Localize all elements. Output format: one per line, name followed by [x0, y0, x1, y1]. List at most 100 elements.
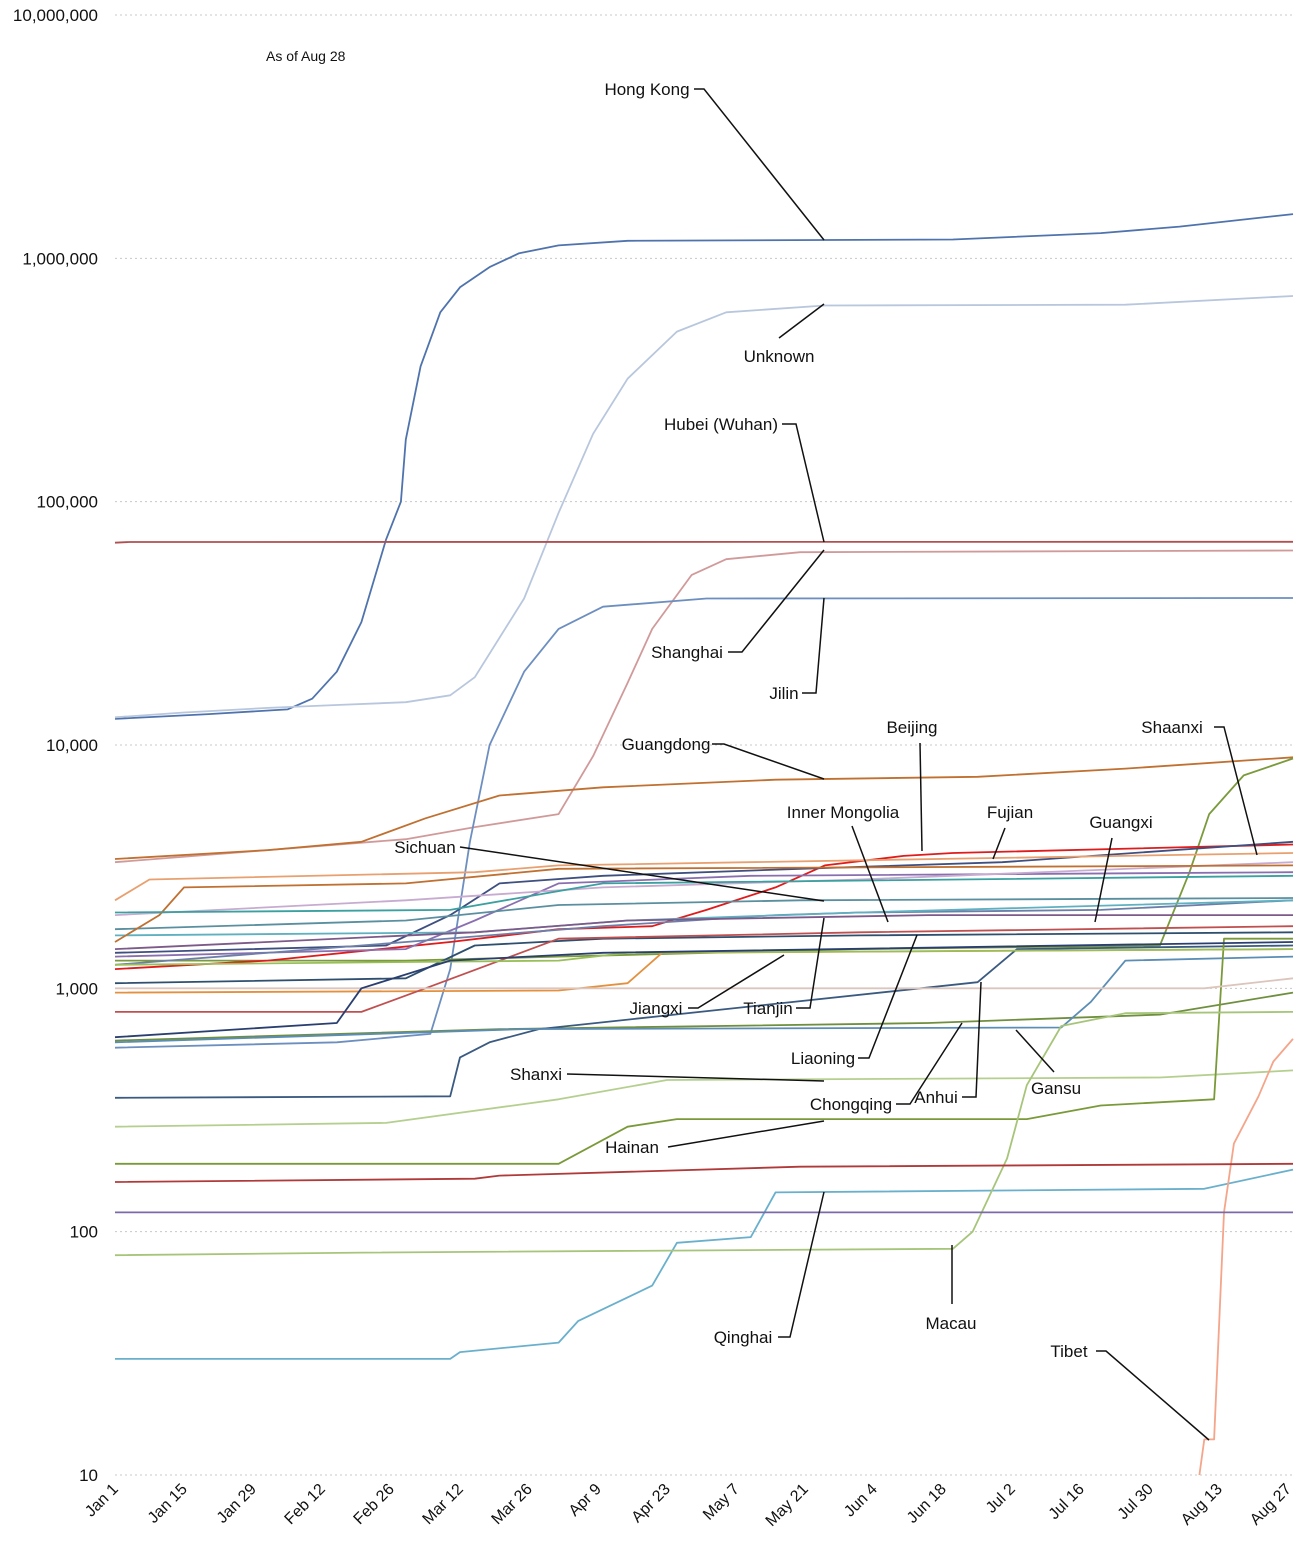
x-tick-label: Mar 12 — [420, 1481, 467, 1528]
series-line-chongqing — [114, 991, 1294, 1042]
leader-line-liaoning — [858, 934, 918, 1059]
x-tick-label: May 7 — [700, 1481, 743, 1524]
leader-line-unknown — [778, 303, 825, 339]
x-tick-label: Jan 29 — [214, 1481, 260, 1527]
series-line-unlabeled-24 — [114, 861, 1294, 916]
x-tick-label: May 21 — [763, 1481, 812, 1530]
series-line-gansu — [114, 955, 1294, 1044]
as-of-note: As of Aug 28 — [266, 48, 346, 64]
x-tick-label: Feb 26 — [351, 1481, 398, 1528]
leader-line-shaanxi — [1214, 726, 1258, 856]
series-line-unlabeled-29 — [114, 948, 1294, 966]
leader-line-shanghai — [728, 549, 825, 653]
label-jilin: Jilin — [769, 684, 798, 703]
series-line-sichuan — [114, 897, 1294, 931]
label-hubei-wuhan: Hubei (Wuhan) — [664, 415, 778, 434]
label-macau: Macau — [925, 1314, 976, 1333]
series-line-unlabeled-25 — [114, 864, 1294, 943]
x-tick-label: Mar 26 — [489, 1481, 536, 1528]
series-line-liaoning — [114, 931, 1294, 985]
series-line-qinghai — [115, 1168, 1294, 1360]
series-line-unlabeled-26 — [114, 874, 1294, 914]
leader-line-anhui — [962, 981, 982, 1098]
label-shanxi: Shanxi — [510, 1065, 562, 1084]
x-tick-label: Jun 18 — [904, 1481, 950, 1527]
leader-line-jiangxi — [688, 954, 785, 1009]
y-axis-tick-labels: 10 100 1,000 10,000 100,000 1,000,000 10,000,0… — [13, 6, 98, 1485]
leader-line-fujian — [992, 827, 1006, 860]
label-gansu: Gansu — [1031, 1079, 1081, 1098]
label-tianjin: Tianjin — [743, 999, 792, 1018]
label-anhui: Anhui — [914, 1088, 957, 1107]
label-unknown: Unknown — [744, 347, 815, 366]
x-tick-label: Jan 1 — [82, 1481, 122, 1521]
leader-line-hainan — [667, 1120, 825, 1148]
leader-line-jilin — [802, 597, 825, 694]
label-guangdong: Guangdong — [622, 735, 711, 754]
series-line-unlabeled-31 — [114, 941, 1294, 1039]
label-jiangxi: Jiangxi — [630, 999, 683, 1018]
series-line-inner-mongolia — [114, 871, 1294, 958]
series-line-unlabeled-28 — [115, 925, 1294, 1013]
label-beijing: Beijing — [886, 718, 937, 737]
x-tick-label: Feb 12 — [282, 1481, 329, 1528]
label-inner-mongolia: Inner Mongolia — [787, 803, 900, 822]
series-line-hubei-wuhan — [114, 540, 1294, 544]
label-fujian: Fujian — [987, 803, 1033, 822]
leader-line-inner-mongolia — [851, 825, 889, 923]
y-tick-label: 10 — [79, 1466, 98, 1485]
x-tick-label: Jul 2 — [983, 1481, 1019, 1517]
series-line-shaanxi — [115, 757, 1294, 962]
y-tick-label: 100,000 — [37, 493, 98, 512]
leader-line-tibet — [1096, 1350, 1210, 1441]
leader-line-beijing — [919, 742, 923, 852]
series-line-unlabeled-30 — [115, 977, 1294, 990]
series-line-guangdong — [114, 756, 1294, 860]
x-axis-tick-labels: Jan 1 Jan 15 Jan 29 Feb 12 Feb 26 Mar 12 Mar 2… — [82, 1481, 1295, 1530]
label-leader-lines — [459, 88, 1258, 1441]
label-shaanxi: Shaanxi — [1141, 718, 1202, 737]
y-tick-label: 100 — [70, 1223, 98, 1242]
leader-line-hubei-wuhan — [782, 423, 825, 543]
series-line-fujian — [114, 840, 1294, 954]
series-line-anhui — [114, 944, 1294, 1099]
x-tick-label: Jul 30 — [1115, 1481, 1157, 1523]
series-line-shanghai — [114, 549, 1294, 864]
y-tick-label: 10,000,000 — [13, 6, 98, 25]
label-hainan: Hainan — [605, 1138, 659, 1157]
x-tick-label: Jul 16 — [1046, 1481, 1088, 1523]
x-tick-label: Jun 4 — [841, 1481, 881, 1521]
series-line-beijing — [114, 843, 1294, 970]
leader-line-shanxi — [566, 1073, 825, 1082]
x-tick-label: Aug 27 — [1247, 1481, 1295, 1529]
series-line-shanxi — [114, 1069, 1294, 1128]
series-line-unlabeled-23 — [114, 852, 1294, 902]
x-tick-label: Jan 15 — [145, 1481, 191, 1527]
leader-line-gansu — [1015, 1029, 1055, 1073]
series-line-hainan — [115, 937, 1293, 1165]
y-tick-label: 1,000 — [55, 979, 98, 998]
x-tick-label: Apr 23 — [629, 1481, 674, 1526]
label-guangxi: Guangxi — [1089, 813, 1152, 832]
series-line-unlabeled-33 — [114, 1162, 1294, 1183]
y-tick-label: 1,000,000 — [22, 249, 98, 268]
label-qinghai: Qinghai — [714, 1328, 773, 1347]
series-lines — [114, 213, 1294, 1476]
label-chongqing: Chongqing — [810, 1095, 892, 1114]
leader-line-guangxi — [1094, 837, 1113, 923]
series-line-unlabeled-27 — [114, 914, 1293, 950]
label-hong-kong: Hong Kong — [604, 80, 689, 99]
label-shanghai: Shanghai — [651, 643, 723, 662]
series-line-unknown — [114, 295, 1294, 719]
leader-line-qinghai — [778, 1191, 825, 1338]
series-labels: Hong Kong Unknown Hubei (Wuhan) Shanghai Jil… — [394, 80, 1202, 1361]
leader-line-tianjin — [796, 917, 825, 1009]
leader-line-guangdong — [712, 743, 825, 780]
x-tick-label: Aug 13 — [1178, 1481, 1226, 1529]
leader-line-hong-kong — [694, 88, 825, 241]
y-tick-label: 10,000 — [46, 736, 98, 755]
series-line-jilin — [114, 597, 1294, 1049]
series-line-tibet — [1198, 1038, 1294, 1476]
series-line-hong-kong — [114, 213, 1294, 720]
